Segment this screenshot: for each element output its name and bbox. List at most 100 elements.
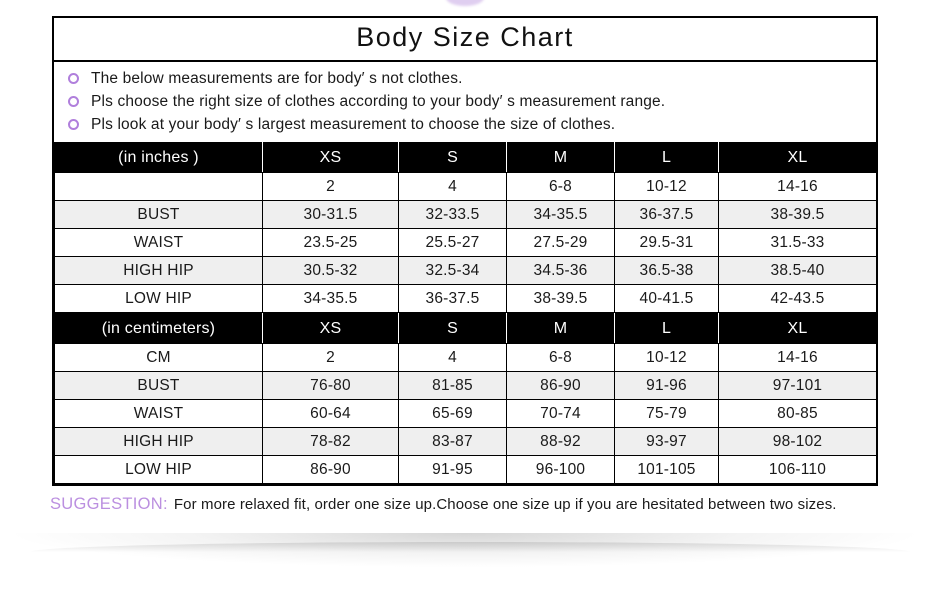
note-item: Pls look at your body′ s largest measure… xyxy=(68,114,876,135)
cell-value: 4 xyxy=(398,172,507,201)
size-header-xl: XL xyxy=(718,313,877,344)
note-text: Pls look at your body′ s largest measure… xyxy=(91,116,616,133)
note-text: Pls choose the right size of clothes acc… xyxy=(91,93,666,110)
centimeters-size-table: (in centimeters) XS S M L XL CM 2 4 6-8 … xyxy=(54,313,877,484)
cell-value: 30.5-32 xyxy=(262,256,399,285)
cell-value: 70-74 xyxy=(506,399,615,428)
table-row: LOW HIP 86-90 91-95 96-100 101-105 106-1… xyxy=(54,455,877,484)
size-header-s: S xyxy=(398,313,507,344)
cell-value: 60-64 xyxy=(262,399,399,428)
cell-value: 83-87 xyxy=(398,427,507,456)
row-label: WAIST xyxy=(54,399,263,428)
suggestion-line: SUGGESTION: For more relaxed fit, order o… xyxy=(50,495,900,514)
row-label: BUST xyxy=(54,200,263,229)
cell-value: 38.5-40 xyxy=(718,256,877,285)
table-row: BUST 76-80 81-85 86-90 91-96 97-101 xyxy=(54,371,877,400)
size-header-xs: XS xyxy=(262,142,399,173)
cell-value: 97-101 xyxy=(718,371,877,400)
size-header-l: L xyxy=(614,313,719,344)
table-row: WAIST 60-64 65-69 70-74 75-79 80-85 xyxy=(54,399,877,428)
note-text: The below measurements are for body′ s n… xyxy=(91,70,463,87)
row-label: WAIST xyxy=(54,228,263,257)
cell-value: 42-43.5 xyxy=(718,284,877,313)
row-label: BUST xyxy=(54,371,263,400)
cell-value: 29.5-31 xyxy=(614,228,719,257)
size-header-m: M xyxy=(506,142,615,173)
bullet-circle-icon xyxy=(68,73,79,84)
cell-value: 36-37.5 xyxy=(398,284,507,313)
cell-value: 34.5-36 xyxy=(506,256,615,285)
row-label xyxy=(54,172,263,201)
cell-value: 14-16 xyxy=(718,172,877,201)
cell-value: 10-12 xyxy=(614,172,719,201)
table-row: WAIST 23.5-25 25.5-27 27.5-29 29.5-31 31… xyxy=(54,228,877,257)
cell-value: 65-69 xyxy=(398,399,507,428)
cell-value: 32.5-34 xyxy=(398,256,507,285)
cell-value: 38-39.5 xyxy=(506,284,615,313)
size-header-xs: XS xyxy=(262,313,399,344)
cell-value: 36-37.5 xyxy=(614,200,719,229)
cell-value: 75-79 xyxy=(614,399,719,428)
size-header-s: S xyxy=(398,142,507,173)
cell-value: 96-100 xyxy=(506,455,615,484)
cell-value: 38-39.5 xyxy=(718,200,877,229)
cell-value: 2 xyxy=(262,343,399,372)
row-label: LOW HIP xyxy=(54,455,263,484)
cell-value: 34-35.5 xyxy=(262,284,399,313)
notes-list: The below measurements are for body′ s n… xyxy=(54,62,876,142)
bottom-shadow xyxy=(0,533,930,579)
table-row: BUST 30-31.5 32-33.5 34-35.5 36-37.5 38-… xyxy=(54,200,877,229)
row-label: LOW HIP xyxy=(54,284,263,313)
bullet-circle-icon xyxy=(68,119,79,130)
cell-value: 36.5-38 xyxy=(614,256,719,285)
cell-value: 10-12 xyxy=(614,343,719,372)
bottom-shadow-curve xyxy=(30,542,910,552)
table-row: 2 4 6-8 10-12 14-16 xyxy=(54,172,877,201)
table-row: LOW HIP 34-35.5 36-37.5 38-39.5 40-41.5 … xyxy=(54,284,877,313)
cell-value: 32-33.5 xyxy=(398,200,507,229)
suggestion-text: For more relaxed fit, order one size up.… xyxy=(173,496,837,513)
row-label: HIGH HIP xyxy=(54,427,263,456)
cell-value: 25.5-27 xyxy=(398,228,507,257)
unit-header: (in inches ) xyxy=(54,142,263,173)
row-label: HIGH HIP xyxy=(54,256,263,285)
cell-value: 86-90 xyxy=(262,455,399,484)
cell-value: 88-92 xyxy=(506,427,615,456)
cell-value: 30-31.5 xyxy=(262,200,399,229)
size-header-xl: XL xyxy=(718,142,877,173)
cell-value: 91-95 xyxy=(398,455,507,484)
table-header-row: (in inches ) XS S M L XL xyxy=(54,142,877,173)
note-item: Pls choose the right size of clothes acc… xyxy=(68,91,876,112)
size-header-m: M xyxy=(506,313,615,344)
bullet-circle-icon xyxy=(68,96,79,107)
cell-value: 93-97 xyxy=(614,427,719,456)
cell-value: 2 xyxy=(262,172,399,201)
cell-value: 76-80 xyxy=(262,371,399,400)
cell-value: 4 xyxy=(398,343,507,372)
cell-value: 106-110 xyxy=(718,455,877,484)
cell-value: 91-96 xyxy=(614,371,719,400)
cell-value: 86-90 xyxy=(506,371,615,400)
cell-value: 31.5-33 xyxy=(718,228,877,257)
cell-value: 40-41.5 xyxy=(614,284,719,313)
decorative-blob xyxy=(446,0,484,6)
cell-value: 14-16 xyxy=(718,343,877,372)
table-row: HIGH HIP 30.5-32 32.5-34 34.5-36 36.5-38… xyxy=(54,256,877,285)
cell-value: 78-82 xyxy=(262,427,399,456)
cell-value: 81-85 xyxy=(398,371,507,400)
cell-value: 80-85 xyxy=(718,399,877,428)
page-title: Body Size Chart xyxy=(54,18,876,62)
table-row: HIGH HIP 78-82 83-87 88-92 93-97 98-102 xyxy=(54,427,877,456)
table-row: CM 2 4 6-8 10-12 14-16 xyxy=(54,343,877,372)
cell-value: 27.5-29 xyxy=(506,228,615,257)
inches-size-table: (in inches ) XS S M L XL 2 4 6-8 10-12 1… xyxy=(54,142,877,313)
cell-value: 6-8 xyxy=(506,343,615,372)
cell-value: 34-35.5 xyxy=(506,200,615,229)
size-chart-card: Body Size Chart The below measurements a… xyxy=(52,16,878,486)
unit-header: (in centimeters) xyxy=(54,313,263,344)
table-header-row: (in centimeters) XS S M L XL xyxy=(54,313,877,344)
cell-value: 101-105 xyxy=(614,455,719,484)
row-label: CM xyxy=(54,343,263,372)
cell-value: 23.5-25 xyxy=(262,228,399,257)
